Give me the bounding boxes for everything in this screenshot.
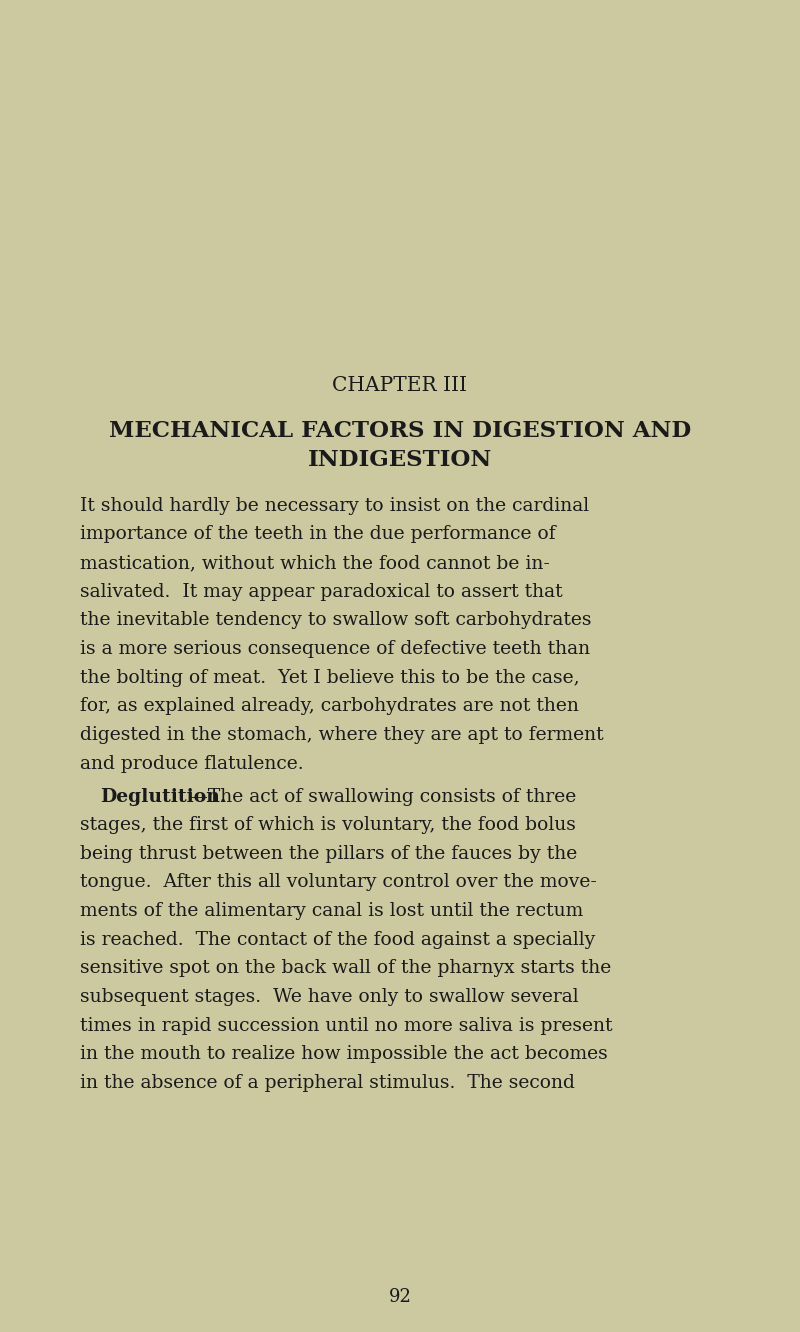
- Text: digested in the stomach, where they are apt to ferment: digested in the stomach, where they are …: [80, 726, 604, 745]
- Text: subsequent stages.  We have only to swallow several: subsequent stages. We have only to swall…: [80, 988, 578, 1006]
- Text: is reached.  The contact of the food against a specially: is reached. The contact of the food agai…: [80, 931, 595, 948]
- Text: and produce flatulence.: and produce flatulence.: [80, 754, 304, 773]
- Text: being thrust between the pillars of the fauces by the: being thrust between the pillars of the …: [80, 844, 578, 863]
- Text: the bolting of meat.  Yet I believe this to be the case,: the bolting of meat. Yet I believe this …: [80, 669, 580, 687]
- Text: for, as explained already, carbohydrates are not then: for, as explained already, carbohydrates…: [80, 697, 579, 715]
- Text: Deglutition.: Deglutition.: [100, 787, 226, 806]
- Text: MECHANICAL FACTORS IN DIGESTION AND: MECHANICAL FACTORS IN DIGESTION AND: [109, 420, 691, 442]
- Text: mastication, without which the food cannot be in­: mastication, without which the food cann…: [80, 554, 550, 573]
- Text: 92: 92: [389, 1288, 411, 1307]
- Text: salivated.  It may appear paradoxical to assert that: salivated. It may appear paradoxical to …: [80, 583, 562, 601]
- Text: It should hardly be necessary to insist on the cardinal: It should hardly be necessary to insist …: [80, 497, 589, 515]
- Text: the inevitable tendency to swallow soft carbohydrates: the inevitable tendency to swallow soft …: [80, 611, 591, 630]
- Text: times in rapid succession until no more saliva is present: times in rapid succession until no more …: [80, 1016, 613, 1035]
- Text: in the absence of a peripheral stimulus.  The second: in the absence of a peripheral stimulus.…: [80, 1074, 575, 1092]
- Text: —The act of swallowing consists of three: —The act of swallowing consists of three: [189, 787, 576, 806]
- Text: INDIGESTION: INDIGESTION: [308, 449, 492, 472]
- Text: CHAPTER III: CHAPTER III: [333, 376, 467, 394]
- Text: sensitive spot on the back wall of the pharnyx starts the: sensitive spot on the back wall of the p…: [80, 959, 611, 978]
- Text: importance of the teeth in the due performance of: importance of the teeth in the due perfo…: [80, 525, 556, 543]
- Text: tongue.  After this all voluntary control over the move­: tongue. After this all voluntary control…: [80, 874, 597, 891]
- Text: in the mouth to realize how impossible the act becomes: in the mouth to realize how impossible t…: [80, 1046, 608, 1063]
- Text: stages, the first of which is voluntary, the food bolus: stages, the first of which is voluntary,…: [80, 817, 576, 834]
- Text: is a more serious consequence of defective teeth than: is a more serious consequence of defecti…: [80, 639, 590, 658]
- Text: ments of the alimentary canal is lost until the rectum: ments of the alimentary canal is lost un…: [80, 902, 583, 920]
